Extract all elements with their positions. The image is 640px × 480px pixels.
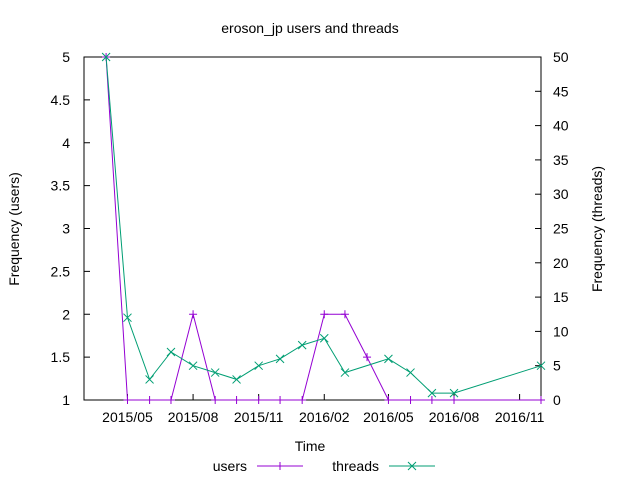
data-point bbox=[384, 396, 393, 404]
data-point bbox=[276, 396, 285, 404]
x-tick-label: 2016/11 bbox=[495, 409, 545, 425]
data-point bbox=[232, 396, 241, 404]
data-point bbox=[384, 354, 393, 364]
legend-label-users: users bbox=[213, 458, 247, 474]
data-point bbox=[145, 396, 154, 404]
y-left-tick-label: 4.5 bbox=[51, 92, 71, 108]
data-point bbox=[363, 353, 372, 362]
data-point bbox=[232, 375, 241, 384]
data-point bbox=[427, 396, 436, 404]
plot-frame bbox=[83, 56, 542, 401]
y-axis-right-label: Frequency (threads) bbox=[589, 166, 605, 292]
y-right-tick-label: 30 bbox=[553, 186, 569, 202]
data-point bbox=[123, 313, 132, 323]
y-left-tick-label: 5 bbox=[62, 49, 70, 65]
x-tick-label: 2016/02 bbox=[299, 409, 350, 425]
y-right-tick-label: 45 bbox=[553, 83, 569, 99]
series-threads bbox=[101, 52, 546, 398]
data-point bbox=[123, 396, 132, 404]
data-point bbox=[449, 388, 459, 398]
y-left-tick-label: 3.5 bbox=[51, 178, 71, 194]
y-right-tick-label: 50 bbox=[553, 49, 569, 65]
data-point bbox=[101, 52, 111, 62]
data-point bbox=[320, 310, 329, 319]
y-right-tick-label: 10 bbox=[553, 323, 569, 339]
y-right-tick-label: 25 bbox=[553, 221, 569, 237]
data-point bbox=[145, 375, 154, 384]
series-line-threads bbox=[105, 56, 542, 394]
y-right-tick-label: 40 bbox=[553, 118, 569, 134]
data-point bbox=[340, 368, 350, 377]
y-left-tick-label: 1.5 bbox=[51, 349, 71, 365]
y-left-tick-label: 3 bbox=[62, 221, 70, 237]
data-point bbox=[210, 368, 220, 377]
data-point bbox=[297, 340, 307, 350]
data-point bbox=[189, 310, 198, 319]
x-tick-label: 2016/08 bbox=[429, 409, 480, 425]
data-point bbox=[406, 396, 415, 404]
data-point bbox=[166, 396, 175, 404]
legend: users threads bbox=[213, 458, 435, 474]
data-point bbox=[406, 368, 415, 377]
data-point bbox=[450, 396, 459, 404]
legend-label-threads: threads bbox=[332, 458, 379, 474]
x-tick-label: 2015/08 bbox=[168, 409, 219, 425]
data-point bbox=[166, 347, 176, 357]
series-users bbox=[102, 53, 545, 404]
data-point bbox=[211, 396, 220, 404]
data-point bbox=[536, 361, 546, 371]
series-line-users bbox=[105, 56, 541, 401]
x-tick-label: 2015/05 bbox=[102, 409, 153, 425]
data-point bbox=[275, 354, 285, 364]
y-right-tick-label: 5 bbox=[553, 358, 561, 374]
x-tick-label: 2015/11 bbox=[234, 409, 284, 425]
data-point bbox=[254, 361, 264, 371]
x-axis-label: Time bbox=[295, 438, 326, 454]
y-right-tick-label: 20 bbox=[553, 255, 569, 271]
x-axis: 2015/05 2015/08 2015/11 2016/02 2016/05 2016/… bbox=[102, 394, 545, 425]
y-axis-left-label: Frequency (users) bbox=[6, 172, 22, 286]
data-point bbox=[537, 396, 545, 404]
data-point bbox=[427, 388, 437, 398]
chart-title: eroson_jp users and threads bbox=[221, 20, 398, 36]
y-right-tick-label: 0 bbox=[553, 392, 561, 408]
y-left-tick-label: 4 bbox=[62, 135, 70, 151]
y-axis-right: 0 5 10 15 20 25 30 35 40 45 50 bbox=[535, 49, 569, 408]
data-point bbox=[407, 461, 417, 471]
series-layer bbox=[101, 52, 546, 404]
y-right-tick-label: 35 bbox=[553, 152, 569, 168]
data-point bbox=[254, 396, 263, 404]
data-point bbox=[319, 333, 329, 343]
data-point bbox=[188, 361, 198, 371]
y-axis-left: 1 1.5 2 2.5 3 3.5 4 4.5 5 bbox=[51, 49, 90, 408]
y-right-tick-label: 15 bbox=[553, 289, 569, 305]
x-tick-label: 2016/05 bbox=[363, 409, 414, 425]
y-left-tick-label: 2.5 bbox=[51, 263, 71, 279]
y-left-tick-label: 1 bbox=[62, 392, 70, 408]
data-point bbox=[298, 396, 307, 404]
data-point bbox=[276, 462, 284, 470]
y-left-tick-label: 2 bbox=[62, 306, 70, 322]
data-point bbox=[340, 310, 349, 319]
